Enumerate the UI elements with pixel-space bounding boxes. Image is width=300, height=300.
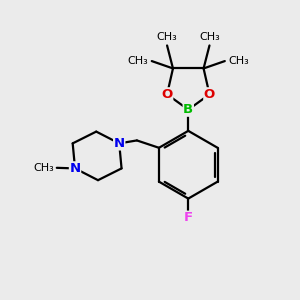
- Text: N: N: [114, 137, 125, 150]
- Text: N: N: [70, 162, 81, 175]
- Text: CH₃: CH₃: [128, 56, 148, 66]
- Text: B: B: [183, 103, 193, 116]
- Text: CH₃: CH₃: [228, 56, 249, 66]
- Text: F: F: [184, 211, 193, 224]
- Text: CH₃: CH₃: [157, 32, 178, 42]
- Text: O: O: [204, 88, 215, 101]
- Text: CH₃: CH₃: [34, 163, 54, 173]
- Text: O: O: [161, 88, 173, 101]
- Text: CH₃: CH₃: [199, 32, 220, 42]
